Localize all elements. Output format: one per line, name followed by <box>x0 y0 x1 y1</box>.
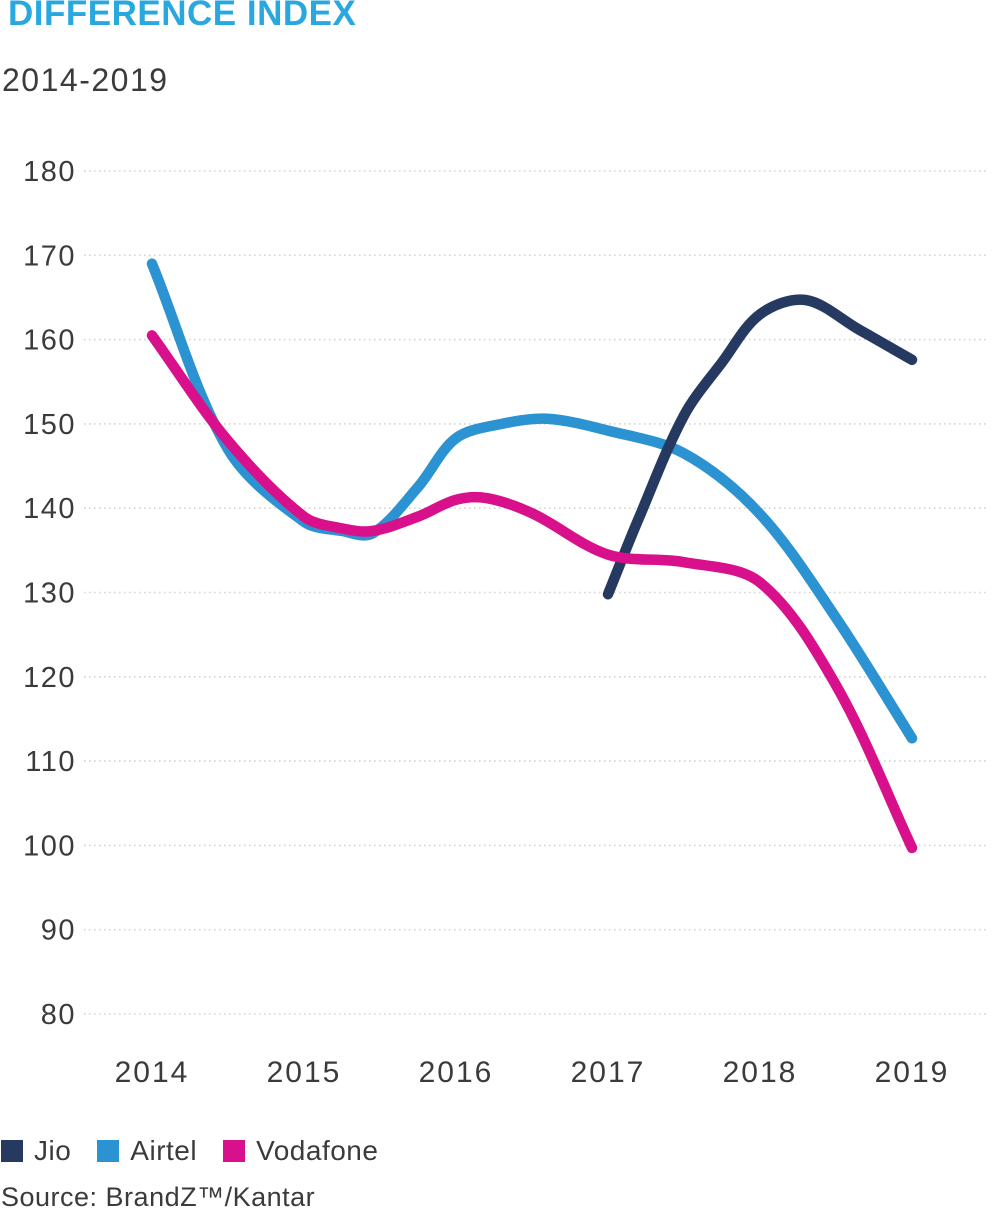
line-chart: 180 170 160 150 140 130 120 110 100 90 80 2014 2015 2… <box>23 156 988 1089</box>
legend-label-airtel: Airtel <box>130 1135 198 1166</box>
y-axis-label-180: 180 <box>23 156 76 188</box>
legend: Jio Airtel Vodafone <box>1 1135 404 1167</box>
y-axis-label-140: 140 <box>23 493 76 525</box>
x-axis-label-2018: 2018 <box>723 1056 798 1089</box>
legend-swatch-jio <box>1 1140 23 1162</box>
legend-swatch-vodafone <box>223 1140 246 1162</box>
series-line-vodafone <box>146 330 918 854</box>
y-axis-label-130: 130 <box>23 578 76 610</box>
y-axis-label-110: 110 <box>25 746 76 778</box>
legend-label-jio: Jio <box>34 1135 72 1166</box>
legend-item-vodafone: Vodafone <box>223 1135 378 1167</box>
y-axis-label-90: 90 <box>41 915 76 947</box>
series-line-airtel <box>146 258 918 744</box>
legend-swatch-airtel <box>97 1140 120 1162</box>
y-axis-label-170: 170 <box>23 240 76 272</box>
chart-subtitle: 2014-2019 <box>2 62 169 98</box>
y-axis-label-80: 80 <box>41 999 76 1031</box>
legend-label-vodafone: Vodafone <box>256 1135 379 1166</box>
y-axis-label-160: 160 <box>23 325 76 357</box>
y-axis-label-150: 150 <box>23 409 76 441</box>
legend-item-airtel: Airtel <box>97 1135 197 1167</box>
legend-item-jio: Jio <box>1 1135 71 1167</box>
y-axis-label-120: 120 <box>23 662 76 694</box>
y-axis-label-100: 100 <box>23 830 76 862</box>
chart-title: DIFFERENCE INDEX <box>8 0 357 33</box>
source-note: Source: BrandZ™/Kantar <box>1 1182 316 1212</box>
x-axis-label-2015: 2015 <box>267 1056 342 1089</box>
x-axis-label-2019: 2019 <box>875 1056 950 1089</box>
series-line-jio <box>602 294 918 600</box>
x-axis-label-2016: 2016 <box>419 1056 494 1089</box>
x-axis-label-2017: 2017 <box>571 1056 646 1089</box>
x-axis-label-2014: 2014 <box>115 1056 190 1089</box>
